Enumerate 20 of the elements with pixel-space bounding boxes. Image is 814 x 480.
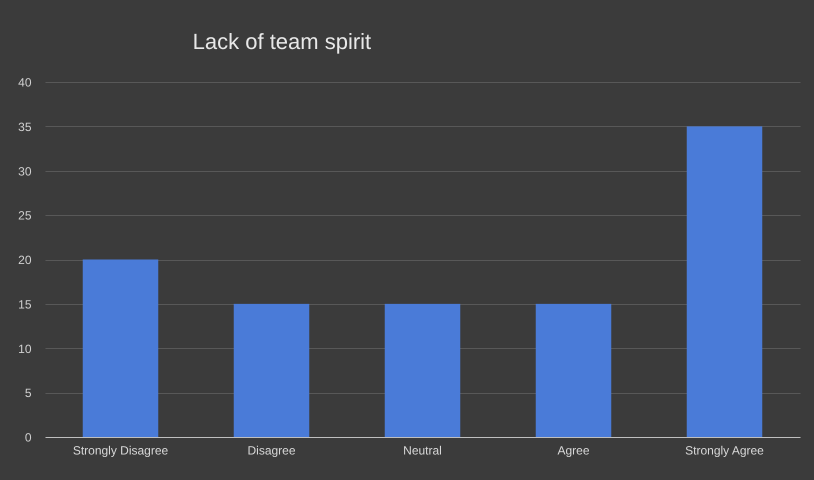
y-tick-label: 15 [18,297,32,312]
y-tick-label: 0 [24,430,32,444]
chart-title: Lack of team spirit [192,29,372,54]
x-tick-label: Neutral [403,444,442,458]
bar [234,304,310,437]
y-tick-label: 20 [18,253,32,267]
bar [384,304,460,437]
bar [536,304,612,437]
x-tick-label: Disagree [247,444,296,458]
x-tick-label: Strongly Agree [685,444,764,458]
x-tick-label: Agree [557,444,590,458]
y-tick-label: 35 [18,120,32,134]
y-tick-label: 10 [18,342,32,356]
bar [686,126,762,437]
y-tick-label: 30 [18,164,32,178]
y-tick-label: 40 [18,76,32,90]
y-tick-label: 5 [24,386,32,400]
y-tick-label: 25 [18,208,32,223]
bar [82,260,158,437]
x-tick-label: Strongly Disagree [72,444,169,458]
